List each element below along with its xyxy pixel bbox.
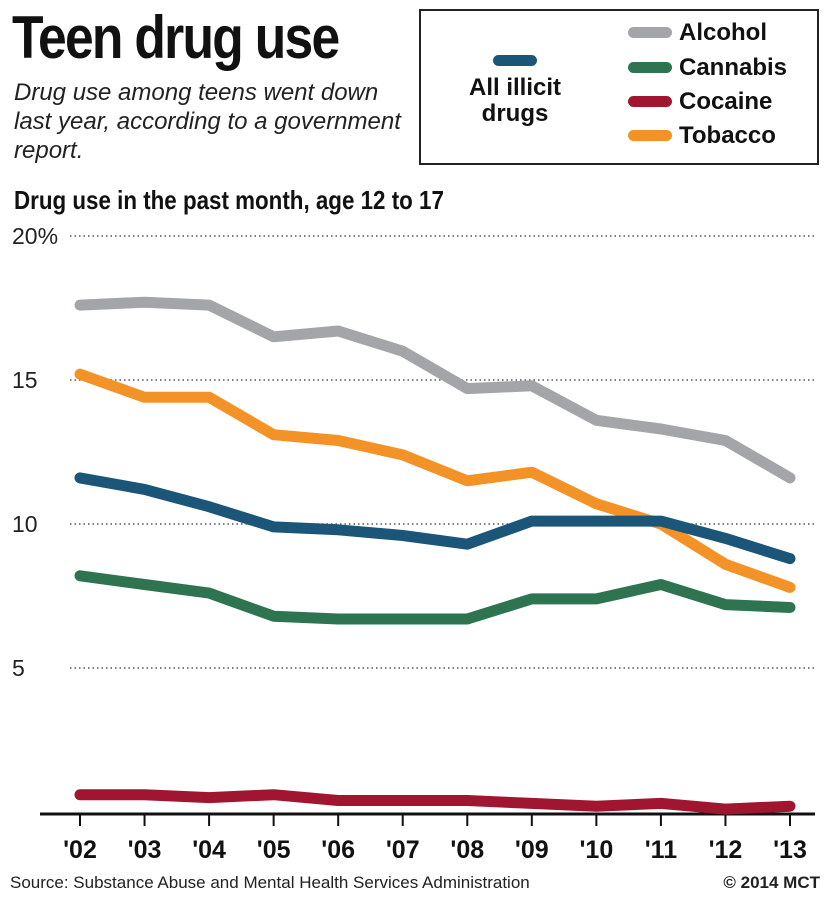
series-line-cocaine bbox=[74, 789, 796, 815]
chart-title: Drug use in the past month, age 12 to 17 bbox=[14, 185, 444, 215]
x-tick-label-0: '02 bbox=[63, 836, 97, 864]
legend-swatch-cannabis bbox=[628, 62, 672, 73]
x-tick-label-3: '05 bbox=[257, 836, 291, 864]
x-tick-label-7: '09 bbox=[515, 836, 549, 864]
y-tick-label-20: 20% bbox=[12, 223, 58, 249]
legend: All illicit drugs Alcohol Cannabis Cocai… bbox=[419, 9, 819, 165]
legend-swatch-tobacco bbox=[628, 130, 672, 141]
legend-label-alcohol: Alcohol bbox=[679, 19, 767, 46]
line-chart: 5 10 15 20% '02 '03 '04 '05 '06 '07 '08 '09 '10 '11 '1… bbox=[12, 223, 815, 864]
x-tick-label-9: '11 bbox=[645, 836, 677, 864]
legend-label-all-illicit: All illicit drugs bbox=[468, 74, 561, 127]
source-note: Source: Substance Abuse and Mental Healt… bbox=[10, 873, 530, 892]
x-tick-label-8: '10 bbox=[579, 836, 613, 864]
legend-label-cocaine: Cocaine bbox=[679, 88, 773, 115]
page-title: Teen drug use bbox=[12, 4, 340, 71]
x-tick-label-5: '07 bbox=[386, 836, 420, 864]
x-tick-label-4: '06 bbox=[321, 836, 355, 864]
series-line-alcohol bbox=[74, 296, 796, 484]
legend-swatch-alcohol bbox=[628, 27, 672, 38]
legend-swatch-cocaine bbox=[628, 96, 672, 107]
x-tick-label-11: '13 bbox=[773, 836, 807, 864]
y-tick-label-10: 10 bbox=[12, 511, 38, 537]
y-tick-label-5: 5 bbox=[12, 655, 25, 681]
x-tick-label-2: '04 bbox=[192, 836, 226, 864]
series-line-all_illicit bbox=[74, 472, 796, 565]
copyright: © 2014 MCT bbox=[723, 873, 820, 892]
legend-label-tobacco: Tobacco bbox=[679, 122, 776, 149]
y-tick-label-15: 15 bbox=[12, 367, 38, 393]
legend-label-cannabis: Cannabis bbox=[679, 54, 788, 81]
series-line-tobacco bbox=[74, 368, 796, 593]
legend-swatch-all-illicit bbox=[493, 55, 537, 66]
x-tick-label-6: '08 bbox=[450, 836, 484, 864]
x-tick-label-1: '03 bbox=[128, 836, 162, 864]
x-tick-label-10: '12 bbox=[709, 836, 743, 864]
subtitle: Drug use among teens went down last year… bbox=[14, 79, 401, 164]
series-line-cannabis bbox=[74, 570, 796, 625]
